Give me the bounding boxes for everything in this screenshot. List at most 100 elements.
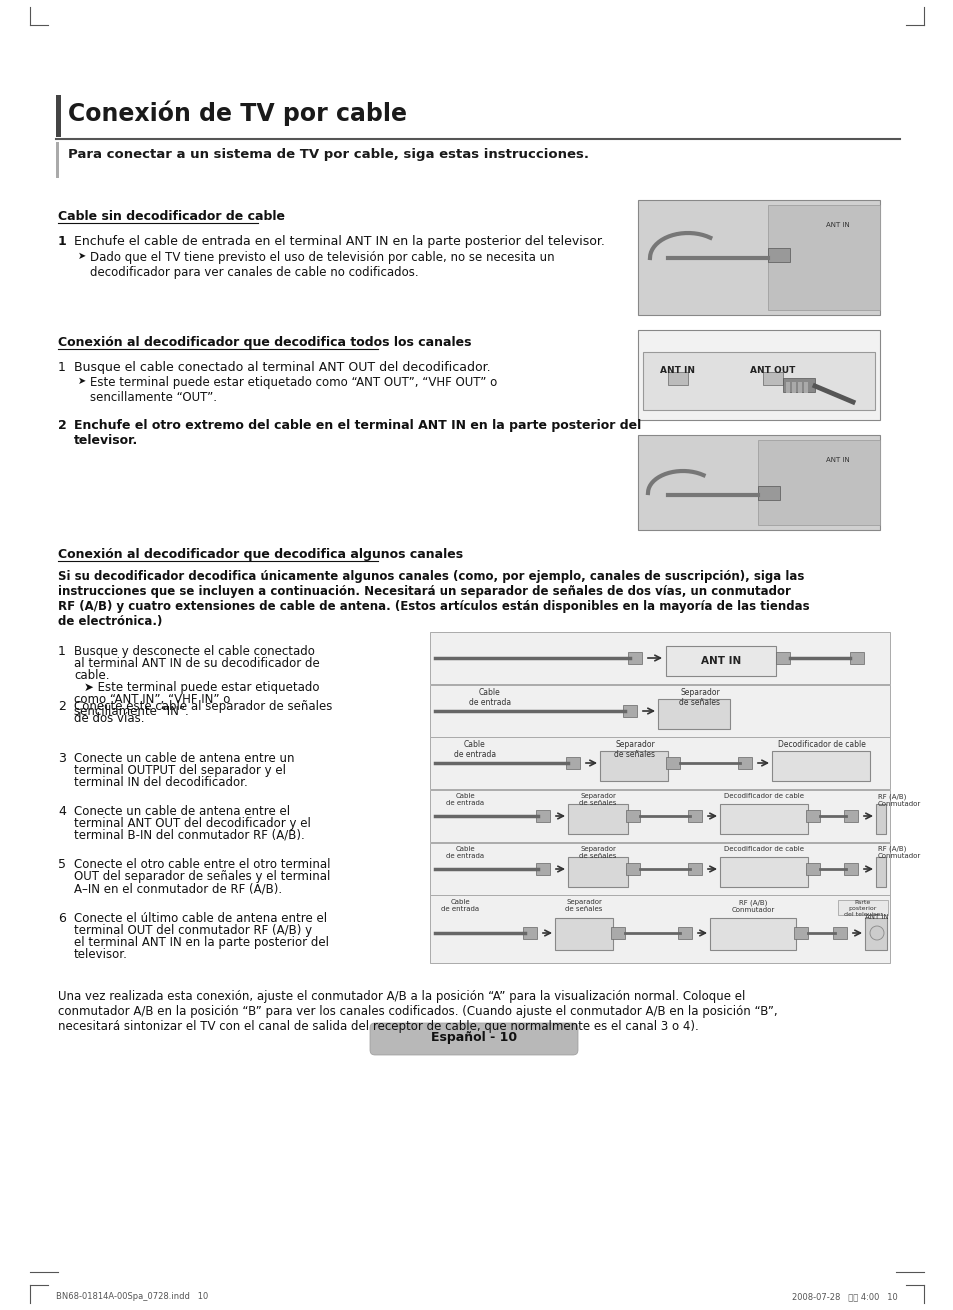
- Text: Dado que el TV tiene previsto el uso de televisión por cable, no se necesita un
: Dado que el TV tiene previsto el uso de …: [90, 252, 554, 279]
- Text: sencillamente “IN”.: sencillamente “IN”.: [74, 705, 189, 718]
- Bar: [864, 918, 886, 950]
- Bar: [738, 757, 751, 769]
- Bar: [627, 652, 641, 664]
- Bar: [536, 810, 550, 821]
- Text: Busque el cable conectado al terminal ANT OUT del decodificador.: Busque el cable conectado al terminal AN…: [74, 362, 490, 373]
- FancyBboxPatch shape: [370, 1023, 578, 1055]
- Bar: [555, 918, 613, 950]
- Text: 3: 3: [58, 752, 66, 765]
- Bar: [832, 927, 846, 939]
- Text: ANT IN: ANT IN: [864, 914, 888, 920]
- Text: ANT IN: ANT IN: [825, 457, 849, 462]
- Bar: [803, 383, 807, 393]
- Bar: [56, 96, 61, 138]
- Text: Enchufe el otro extremo del cable en el terminal ANT IN en la parte posterior de: Enchufe el otro extremo del cable en el …: [74, 419, 640, 447]
- Bar: [599, 751, 667, 781]
- Text: ➤: ➤: [78, 376, 86, 386]
- Text: Este terminal puede estar etiquetado como “ANT OUT”, “VHF OUT” o
sencillamente “: Este terminal puede estar etiquetado com…: [90, 376, 497, 403]
- Text: terminal B-IN del conmutador RF (A/B).: terminal B-IN del conmutador RF (A/B).: [74, 829, 304, 842]
- Text: 1: 1: [58, 362, 66, 373]
- Bar: [849, 652, 863, 664]
- Text: Separador
de señales: Separador de señales: [679, 688, 720, 707]
- Bar: [837, 900, 887, 914]
- Bar: [720, 804, 807, 834]
- Bar: [782, 379, 814, 392]
- Bar: [625, 810, 639, 821]
- Text: ANT IN: ANT IN: [700, 656, 740, 665]
- Bar: [536, 863, 550, 875]
- Text: como “ANT IN”, “VHF IN” o: como “ANT IN”, “VHF IN” o: [74, 693, 230, 706]
- Text: terminal OUTPUT del separador y el: terminal OUTPUT del separador y el: [74, 764, 286, 777]
- Text: BN68-01814A-00Spa_0728.indd   10: BN68-01814A-00Spa_0728.indd 10: [56, 1292, 208, 1301]
- Bar: [758, 486, 780, 500]
- Text: A–IN en el conmutador de RF (A/B).: A–IN en el conmutador de RF (A/B).: [74, 882, 282, 895]
- Text: RF (A/B)
Conmutador: RF (A/B) Conmutador: [731, 899, 774, 913]
- Bar: [565, 757, 579, 769]
- Bar: [610, 927, 624, 939]
- Text: 6: 6: [58, 912, 66, 925]
- Text: el terminal ANT IN en la parte posterior del: el terminal ANT IN en la parte posterior…: [74, 937, 329, 948]
- Bar: [430, 844, 889, 895]
- Text: 4: 4: [58, 806, 66, 817]
- Text: Conecte un cable de antena entre un: Conecte un cable de antena entre un: [74, 752, 294, 765]
- Bar: [767, 204, 879, 310]
- Text: Enchufe el cable de entrada en el terminal ANT IN en la parte posterior del tele: Enchufe el cable de entrada en el termin…: [74, 234, 604, 248]
- Text: 1: 1: [58, 234, 67, 248]
- Bar: [678, 927, 691, 939]
- Text: ➤: ➤: [78, 252, 86, 261]
- Bar: [430, 685, 889, 738]
- Bar: [758, 440, 879, 525]
- Bar: [638, 435, 879, 531]
- Text: OUT del separador de señales y el terminal: OUT del separador de señales y el termin…: [74, 870, 330, 883]
- Text: Cable
de entrada: Cable de entrada: [454, 740, 496, 760]
- Bar: [709, 918, 795, 950]
- Text: Separador
de señales: Separador de señales: [578, 793, 616, 806]
- Bar: [687, 863, 701, 875]
- Text: 5: 5: [58, 858, 66, 871]
- Text: ➤ Este terminal puede estar etiquetado: ➤ Este terminal puede estar etiquetado: [84, 681, 319, 694]
- Bar: [567, 857, 627, 887]
- Bar: [767, 248, 789, 262]
- Bar: [687, 810, 701, 821]
- Bar: [430, 738, 889, 789]
- Text: Decodificador de cable: Decodificador de cable: [723, 793, 803, 799]
- Bar: [56, 141, 59, 178]
- Text: Conexión de TV por cable: Conexión de TV por cable: [68, 100, 407, 126]
- Bar: [667, 372, 687, 385]
- Text: Si su decodificador decodifica únicamente algunos canales (como, por ejemplo, ca: Si su decodificador decodifica únicament…: [58, 570, 809, 627]
- Bar: [522, 927, 537, 939]
- Text: 1: 1: [58, 645, 66, 658]
- Bar: [875, 804, 885, 834]
- Text: Una vez realizada esta conexión, ajuste el conmutador A/B a la posición “A” para: Una vez realizada esta conexión, ajuste …: [58, 990, 777, 1034]
- Text: Cable sin decodificador de cable: Cable sin decodificador de cable: [58, 210, 285, 223]
- Bar: [430, 895, 889, 963]
- Text: 2008-07-28   오후 4:00   10: 2008-07-28 오후 4:00 10: [791, 1292, 897, 1301]
- Text: Parte
posterior
del televisor: Parte posterior del televisor: [842, 900, 882, 917]
- Text: Conecte este cable al separador de señales: Conecte este cable al separador de señal…: [74, 700, 332, 713]
- Bar: [805, 863, 820, 875]
- Bar: [775, 652, 789, 664]
- Text: Decodificador de cable: Decodificador de cable: [723, 846, 803, 852]
- Text: Decodificador de cable: Decodificador de cable: [778, 740, 865, 749]
- Bar: [720, 857, 807, 887]
- Text: Español - 10: Español - 10: [431, 1031, 517, 1044]
- Text: Conecte un cable de antena entre el: Conecte un cable de antena entre el: [74, 806, 290, 817]
- Text: Cable
de entrada: Cable de entrada: [445, 846, 483, 859]
- Text: ANT IN: ANT IN: [659, 365, 695, 375]
- Text: terminal IN del decodificador.: terminal IN del decodificador.: [74, 776, 248, 789]
- Bar: [638, 200, 879, 314]
- Bar: [638, 330, 879, 421]
- Bar: [797, 383, 801, 393]
- Text: Separador
de señales: Separador de señales: [614, 740, 655, 760]
- Bar: [642, 352, 874, 410]
- Bar: [658, 700, 729, 728]
- Text: Para conectar a un sistema de TV por cable, siga estas instrucciones.: Para conectar a un sistema de TV por cab…: [68, 148, 588, 161]
- Bar: [785, 383, 789, 393]
- Text: 2: 2: [58, 419, 67, 432]
- Bar: [771, 751, 869, 781]
- Bar: [430, 790, 889, 842]
- Bar: [875, 857, 885, 887]
- Text: Conexión al decodificador que decodifica algunos canales: Conexión al decodificador que decodifica…: [58, 548, 462, 561]
- Text: Cable
de entrada: Cable de entrada: [445, 793, 483, 806]
- Bar: [625, 863, 639, 875]
